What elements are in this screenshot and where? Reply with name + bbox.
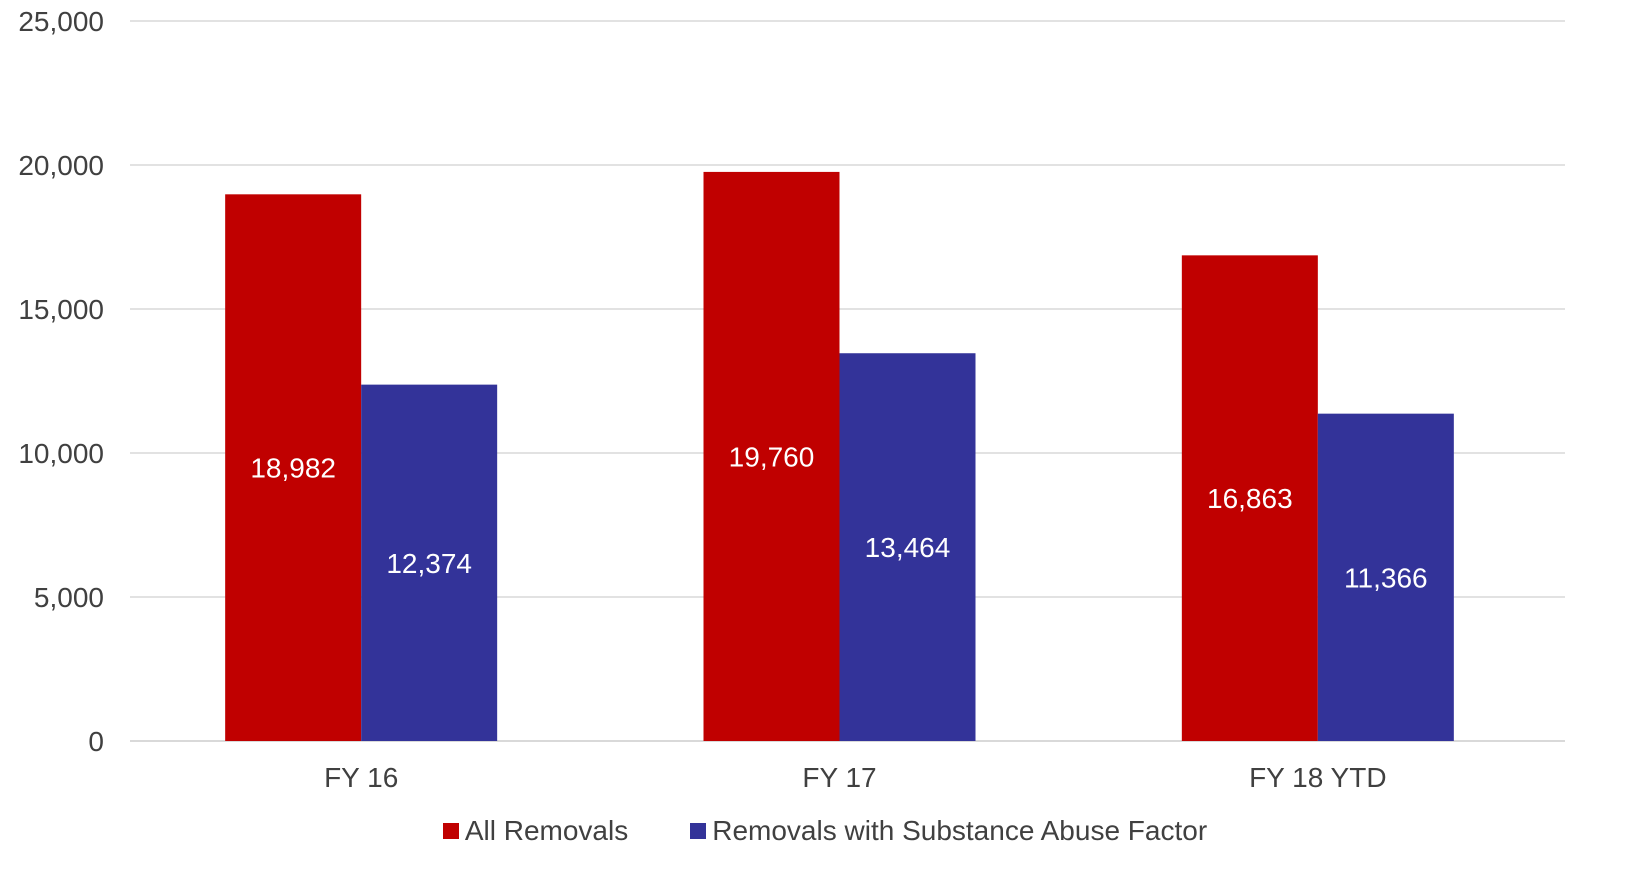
y-tick-label: 10,000 xyxy=(18,438,104,469)
data-label: 16,863 xyxy=(1207,483,1293,514)
x-tick-label: FY 18 YTD xyxy=(1249,762,1386,793)
data-label: 18,982 xyxy=(250,453,336,484)
bar-chart: 0 5,000 10,000 15,000 20,000 25,000 18,982 12,… xyxy=(18,6,1565,793)
bar xyxy=(703,171,840,742)
data-labels: 18,982 12,374 19,760 13,464 16,863 11,366 xyxy=(250,441,1427,593)
y-tick-label: 20,000 xyxy=(18,150,104,181)
y-axis-tick-labels: 0 5,000 10,000 15,000 20,000 25,000 xyxy=(18,6,104,757)
bar xyxy=(225,194,362,741)
data-label: 12,374 xyxy=(386,548,472,579)
legend-swatch-all-removals xyxy=(442,823,459,839)
legend: All Removals Removals with Substance Abu… xyxy=(0,815,1650,847)
bar xyxy=(839,353,976,741)
x-tick-label: FY 17 xyxy=(802,762,876,793)
data-label: 19,760 xyxy=(729,441,815,472)
legend-item-all-removals: All Removals xyxy=(442,815,629,847)
x-tick-label: FY 16 xyxy=(324,762,398,793)
y-tick-label: 25,000 xyxy=(18,6,104,37)
y-tick-label: 0 xyxy=(88,726,104,757)
legend-label-substance-abuse: Removals with Substance Abuse Factor xyxy=(712,815,1208,846)
bar xyxy=(361,384,498,741)
y-tick-label: 15,000 xyxy=(18,294,104,325)
x-axis-tick-labels: FY 16 FY 17 FY 18 YTD xyxy=(324,762,1387,793)
legend-item-substance-abuse: Removals with Substance Abuse Factor xyxy=(690,815,1207,847)
data-label: 11,366 xyxy=(1344,562,1428,593)
data-label: 13,464 xyxy=(865,532,951,563)
legend-swatch-substance-abuse xyxy=(690,823,707,839)
y-tick-label: 5,000 xyxy=(34,582,104,613)
legend-label-all-removals: All Removals xyxy=(464,815,629,846)
bars xyxy=(225,171,1454,742)
bar xyxy=(1181,255,1318,742)
bar xyxy=(1317,413,1454,741)
